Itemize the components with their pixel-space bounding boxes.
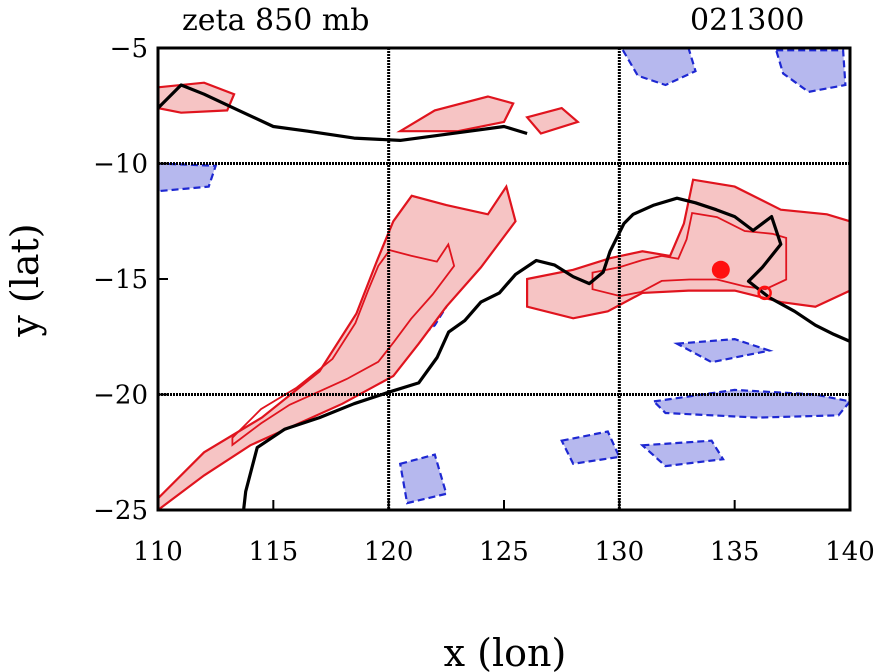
y-tick-label-0: −5 [110,34,148,64]
negative-vorticity-region-8 [673,337,774,364]
coastline-north [158,83,528,142]
x-tick-label-0: 110 [133,537,183,567]
secondary-center-marker [757,285,772,301]
negative-vorticity-region-4 [560,430,621,466]
positive-contour-ring-0 [231,242,456,447]
x-tick-label-3: 125 [479,537,529,567]
chart-timestamp: 021300 [690,3,805,38]
axis-ticks: 110 115 120 125 130 135 140 −5 −10 −15 −20 −25 [93,34,875,567]
y-tick-label-2: −15 [93,265,148,295]
positive-contour-ring-1 [591,211,788,298]
negative-vorticity-region-6 [651,388,850,419]
y-axis-label: y (lat) [3,223,47,337]
x-tick-label-6: 140 [825,537,875,567]
x-tick-label-4: 130 [595,537,645,567]
negative-vorticity-region-3 [158,162,218,193]
negative-vorticity-region-1 [774,49,847,94]
chart-title: zeta 850 mb [182,3,370,38]
positive-vorticity-region-4 [525,106,581,135]
y-tick-label-3: −20 [93,381,148,411]
y-tick-label-4: −25 [93,496,148,526]
storm-center-marker [711,260,730,279]
negative-vorticity-region-5 [398,453,448,505]
x-tick-label-1: 115 [249,537,299,567]
x-tick-label-2: 120 [364,537,414,567]
negative-vorticity-region-7 [639,439,725,468]
x-tick-label-5: 135 [710,537,760,567]
plot-area [158,48,850,510]
y-tick-label-1: −10 [93,150,148,180]
positive-vorticity-region-0 [158,183,517,510]
x-axis-label: x (lon) [444,631,567,672]
positive-vorticity-region-1 [525,178,850,320]
negative-vorticity-region-0 [620,48,697,87]
coastline-australia [241,196,850,510]
